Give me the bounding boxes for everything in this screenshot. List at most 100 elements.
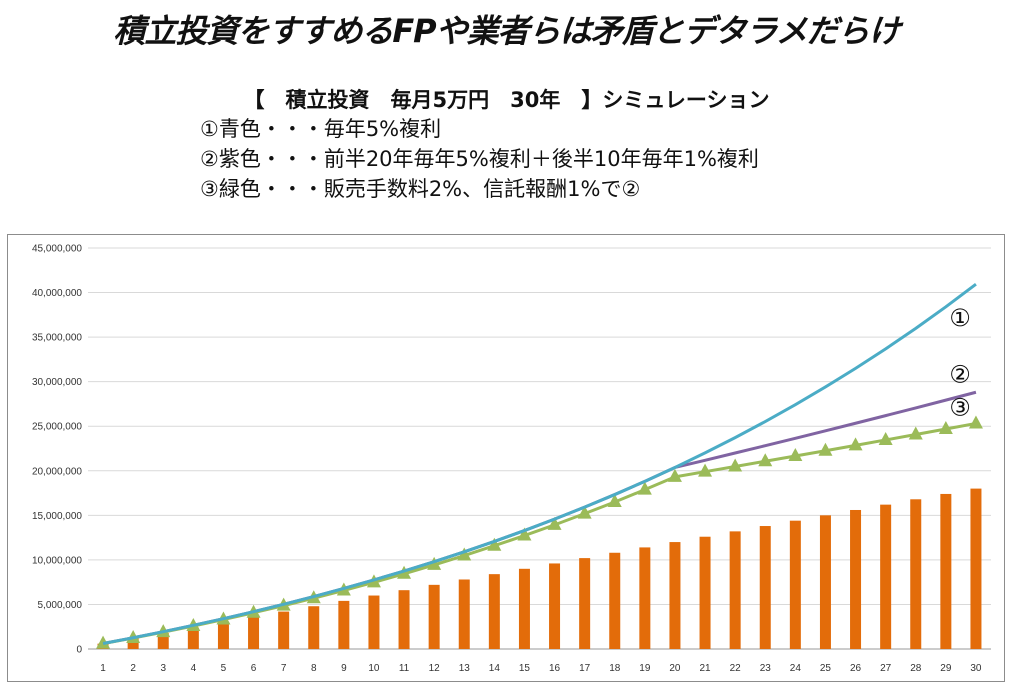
legend-line-blue: ①青色・・・毎年5%複利 <box>200 117 442 141</box>
y-tick-label: 20,000,000 <box>32 466 82 477</box>
x-tick-label: 21 <box>699 663 711 674</box>
series-line-blue <box>102 283 977 645</box>
principal-bar <box>368 595 380 649</box>
principal-bar <box>639 547 651 649</box>
principal-bar <box>970 488 982 649</box>
principal-bar <box>579 558 591 649</box>
triangle-marker <box>758 453 773 467</box>
principal-bar <box>699 536 711 649</box>
x-tick-label: 15 <box>519 663 531 674</box>
triangle-marker <box>788 447 803 461</box>
x-tick-label: 16 <box>549 663 561 674</box>
x-tick-label: 14 <box>489 663 501 674</box>
series-line-purple <box>102 390 977 645</box>
y-tick-label: 30,000,000 <box>32 377 82 388</box>
principal-bar <box>850 509 862 649</box>
principal-bar <box>308 606 320 649</box>
x-tick-label: 2 <box>130 663 136 674</box>
principal-bar <box>428 584 440 649</box>
x-tick-label: 19 <box>639 663 651 674</box>
y-tick-label: 0 <box>76 645 82 656</box>
series-end-label: ③ <box>949 393 971 421</box>
principal-bar <box>518 568 530 649</box>
triangle-marker <box>637 481 652 495</box>
chart-frame: 0 5,000,000 10,000,000 15,000,000 20,000,000… <box>7 234 1005 682</box>
y-tick-label: 25,000,000 <box>32 422 82 433</box>
x-tick-label: 25 <box>820 663 832 674</box>
triangle-marker <box>547 516 562 530</box>
x-tick-label: 13 <box>459 663 471 674</box>
y-tick-label: 15,000,000 <box>32 511 82 522</box>
x-tick-label: 22 <box>730 663 742 674</box>
x-tick-label: 3 <box>160 663 166 674</box>
series-line-green <box>102 421 977 646</box>
triangle-marker <box>577 505 592 519</box>
legend-description: ①青色・・・毎年5%複利 ②紫色・・・前半20年毎年5%複利＋後半10年毎年1%… <box>200 114 759 204</box>
x-tick-label: 17 <box>579 663 591 674</box>
simulation-subtitle: 【 積立投資 毎月5万円 30年 】シミュレーション <box>243 88 770 112</box>
x-tick-label: 18 <box>609 663 621 674</box>
y-tick-label: 45,000,000 <box>32 244 82 255</box>
x-tick-label: 6 <box>251 663 257 674</box>
y-tick-label: 10,000,000 <box>32 555 82 566</box>
x-tick-label: 26 <box>850 663 862 674</box>
principal-bar <box>187 627 199 649</box>
x-tick-label: 23 <box>760 663 772 674</box>
triangle-marker <box>818 442 833 456</box>
x-tick-label: 20 <box>669 663 681 674</box>
principal-bar <box>789 520 801 649</box>
triangle-marker <box>457 547 472 561</box>
principal-bar <box>729 531 741 649</box>
principal-bar <box>669 542 681 649</box>
principal-bar <box>940 493 952 649</box>
x-tick-label: 10 <box>368 663 380 674</box>
triangle-marker <box>728 458 743 472</box>
principal-bar <box>157 632 169 649</box>
principal-bar <box>549 563 561 649</box>
principal-bar <box>278 611 290 649</box>
y-tick-label: 35,000,000 <box>32 333 82 344</box>
triangle-marker <box>667 468 682 482</box>
principal-bar <box>609 552 621 649</box>
x-tick-label: 24 <box>790 663 802 674</box>
principal-bar <box>488 574 500 649</box>
triangle-marker <box>607 493 622 507</box>
principal-bar <box>127 638 139 649</box>
x-tick-label: 28 <box>910 663 922 674</box>
legend-line-purple: ②紫色・・・前半20年毎年5%複利＋後半10年毎年1%複利 <box>200 147 759 171</box>
triangle-marker <box>427 556 442 570</box>
principal-bar <box>819 515 831 649</box>
x-tick-label: 29 <box>940 663 952 674</box>
triangle-marker <box>938 420 953 434</box>
x-tick-label: 9 <box>341 663 347 674</box>
triangle-marker <box>487 537 502 551</box>
x-tick-label: 30 <box>970 663 982 674</box>
x-tick-label: 12 <box>429 663 441 674</box>
series-end-label: ① <box>949 304 971 332</box>
x-tick-label: 11 <box>399 663 410 674</box>
principal-bar <box>217 622 229 649</box>
y-tick-label: 5,000,000 <box>38 600 83 611</box>
triangle-marker <box>878 431 893 445</box>
principal-bar <box>880 504 892 649</box>
page-headline: 積立投資をすすめるFPや業者らは矛盾とデタラメだらけ <box>113 12 900 50</box>
x-tick-label: 7 <box>281 663 287 674</box>
legend-line-green: ③緑色・・・販売手数料2%、信託報酬1%で② <box>200 177 641 201</box>
x-tick-label: 5 <box>221 663 227 674</box>
y-tick-label: 40,000,000 <box>32 288 82 299</box>
principal-bar <box>338 600 350 649</box>
principal-bar <box>398 590 410 649</box>
triangle-marker <box>968 415 983 429</box>
triangle-marker <box>908 426 923 440</box>
x-tick-label: 1 <box>100 663 106 674</box>
simulation-chart: 0 5,000,000 10,000,000 15,000,000 20,000,000… <box>32 244 991 674</box>
principal-bar <box>910 499 922 649</box>
triangle-marker <box>698 463 713 477</box>
series-end-label: ② <box>949 360 971 388</box>
principal-bar <box>248 616 260 649</box>
x-tick-label: 8 <box>311 663 317 674</box>
principal-bar <box>458 579 470 649</box>
x-tick-label: 27 <box>880 663 892 674</box>
principal-bar <box>759 526 771 649</box>
triangle-marker <box>517 527 532 541</box>
